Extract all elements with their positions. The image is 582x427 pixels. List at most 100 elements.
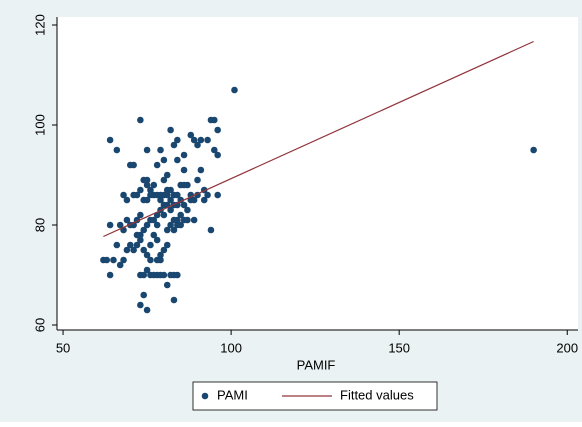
- point: [167, 126, 174, 134]
- legend-label: PAMI: [217, 387, 248, 402]
- point: [180, 151, 188, 159]
- point: [116, 221, 124, 229]
- point: [143, 306, 151, 314]
- point: [137, 301, 144, 309]
- y-tick-label: 100: [32, 114, 47, 136]
- point: [174, 156, 181, 164]
- point: [163, 191, 171, 199]
- point: [143, 221, 151, 229]
- x-tick-label: 150: [388, 340, 410, 355]
- point: [100, 256, 107, 264]
- point: [197, 136, 205, 144]
- point: [130, 161, 137, 169]
- point: [126, 241, 134, 249]
- point: [133, 241, 141, 249]
- fitted-line: [103, 40, 534, 238]
- point: [113, 241, 121, 249]
- point: [157, 146, 164, 154]
- point: [150, 231, 158, 239]
- point: [190, 136, 198, 144]
- point: [150, 181, 158, 189]
- legend-label: Fitted values: [340, 387, 414, 402]
- point: [167, 196, 174, 204]
- point: [137, 231, 144, 239]
- point: [143, 251, 151, 259]
- legend-marker: [201, 392, 209, 400]
- point: [106, 136, 114, 144]
- point: [207, 226, 215, 234]
- point: [140, 246, 148, 254]
- point: [214, 191, 221, 199]
- point: [153, 236, 161, 244]
- point: [194, 176, 201, 184]
- point: [157, 256, 164, 264]
- point: [113, 146, 121, 154]
- point: [177, 211, 184, 219]
- point: [200, 196, 208, 204]
- point: [163, 186, 171, 194]
- point: [123, 216, 131, 224]
- point: [106, 271, 114, 279]
- point: [160, 211, 168, 219]
- point: [137, 271, 144, 279]
- point: [187, 131, 195, 139]
- point: [197, 166, 205, 174]
- point: [157, 251, 164, 259]
- point: [174, 221, 181, 229]
- point: [147, 256, 154, 264]
- point: [204, 136, 211, 144]
- x-axis-title: PAMIF: [297, 357, 336, 372]
- plot-area: [57, 17, 578, 330]
- y-tick-label: 120: [32, 14, 47, 36]
- point: [160, 246, 168, 254]
- point: [140, 226, 148, 234]
- point: [214, 151, 221, 159]
- point: [170, 226, 178, 234]
- x-tick-label: 100: [220, 340, 242, 355]
- point: [106, 221, 114, 229]
- point: [123, 196, 131, 204]
- point: [153, 161, 161, 169]
- point: [120, 256, 127, 264]
- point: [194, 141, 201, 149]
- point: [147, 186, 154, 194]
- point: [147, 241, 154, 249]
- point: [180, 216, 188, 224]
- point: [180, 201, 188, 209]
- point: [163, 281, 171, 289]
- point: [147, 191, 154, 199]
- y-tick-label: 60: [32, 318, 47, 332]
- point: [180, 166, 188, 174]
- point: [137, 186, 144, 194]
- point: [137, 116, 144, 124]
- point: [174, 191, 181, 199]
- point: [110, 256, 117, 264]
- point: [150, 216, 158, 224]
- point: [174, 136, 181, 144]
- point: [170, 296, 178, 304]
- point: [174, 271, 181, 279]
- point: [137, 236, 144, 244]
- point: [184, 206, 191, 214]
- point: [190, 196, 198, 204]
- point: [530, 146, 537, 154]
- point: [120, 191, 127, 199]
- point: [170, 141, 178, 149]
- point: [140, 196, 148, 204]
- point: [143, 181, 151, 189]
- point: [130, 191, 137, 199]
- y-tick-label: 80: [32, 218, 47, 232]
- point: [231, 86, 238, 94]
- point: [130, 246, 137, 254]
- point: [163, 226, 171, 234]
- point: [143, 146, 151, 154]
- point: [163, 171, 171, 179]
- point: [163, 241, 171, 249]
- point: [153, 191, 161, 199]
- point: [204, 191, 211, 199]
- point: [143, 266, 151, 274]
- point: [167, 206, 174, 214]
- point: [211, 146, 218, 154]
- point: [160, 271, 168, 279]
